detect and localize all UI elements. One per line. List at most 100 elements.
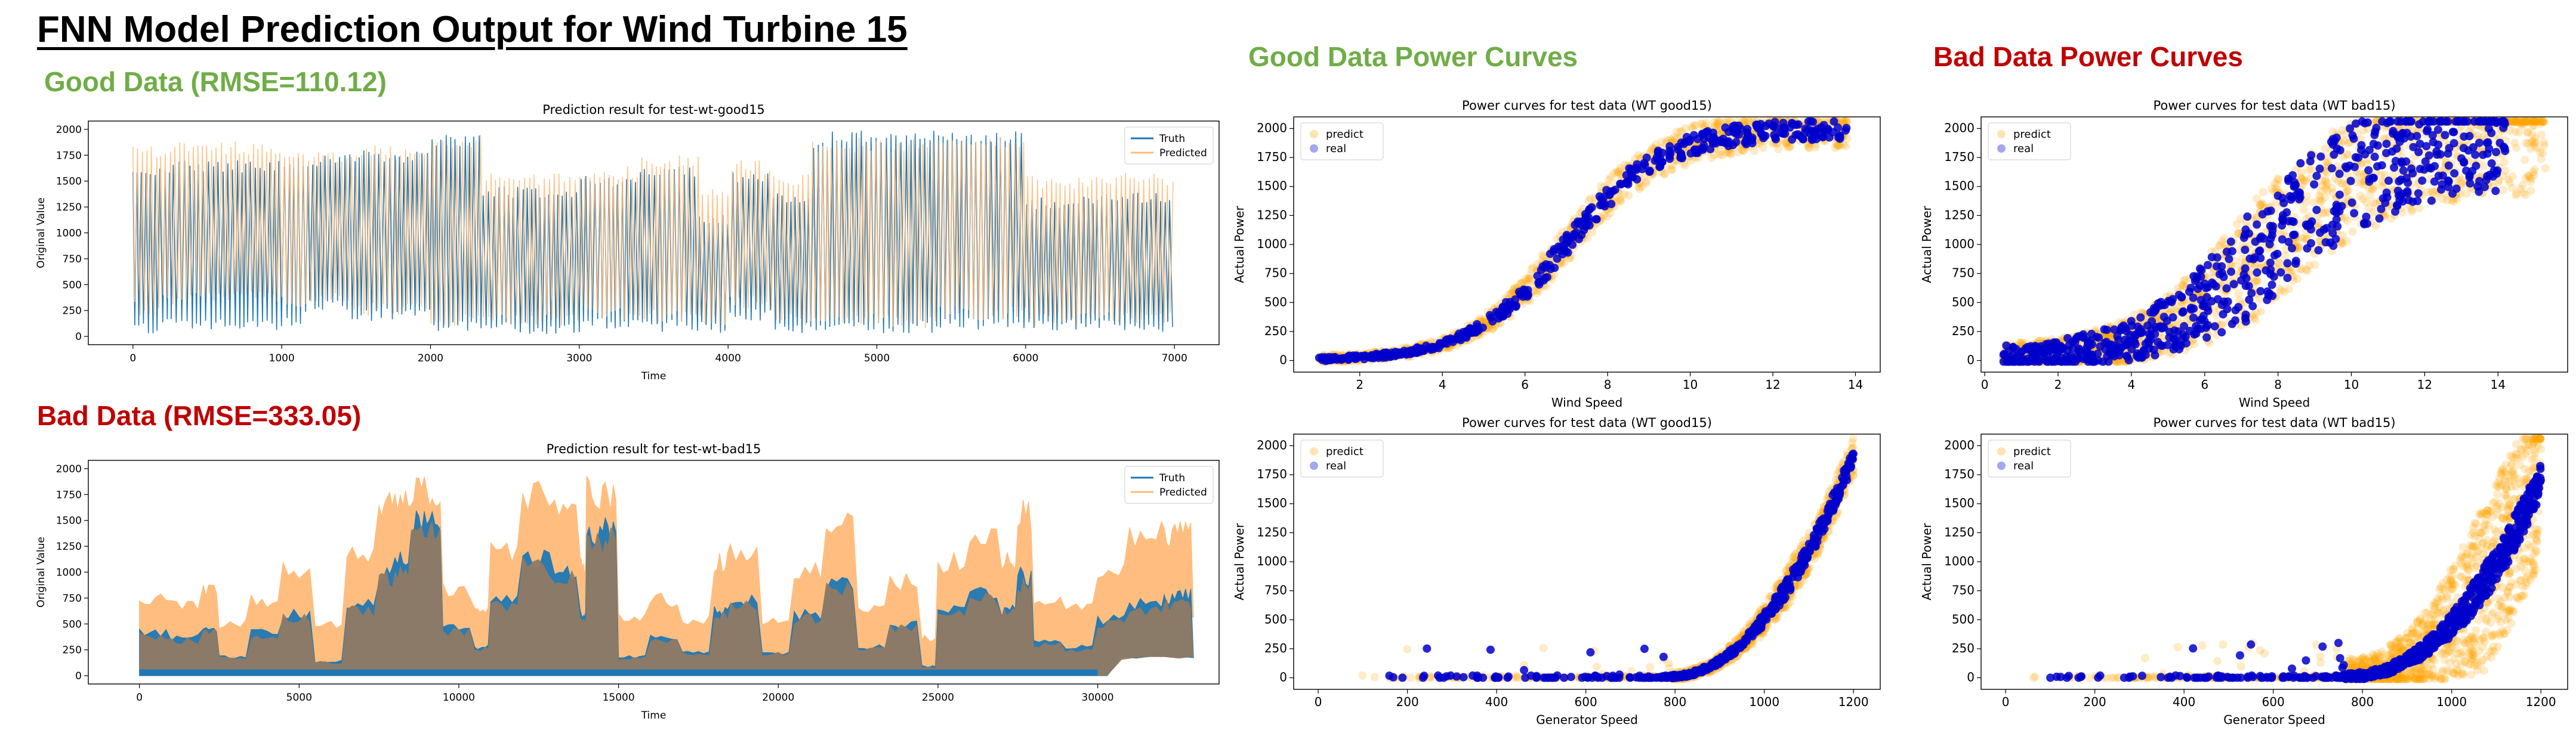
scatter-point xyxy=(2487,159,2496,168)
scatter-point xyxy=(2513,117,2522,126)
scatter-point xyxy=(2393,186,2402,195)
scatter-point xyxy=(2299,205,2308,214)
scatter-point xyxy=(2252,308,2261,317)
scatter-point xyxy=(1707,153,1716,162)
legend-label: Truth xyxy=(1159,472,1185,484)
scatter-point xyxy=(1667,165,1676,174)
scatter-point xyxy=(1605,175,1614,184)
scatter-point xyxy=(2523,117,2532,126)
plot-area xyxy=(139,475,1194,676)
scatter-point xyxy=(2168,313,2177,322)
scatter-point xyxy=(2541,164,2550,173)
scatter-point xyxy=(2174,290,2183,299)
scatter-point xyxy=(2460,157,2469,166)
scatter-point xyxy=(1523,286,1532,295)
scatter-point xyxy=(1518,278,1526,287)
scatter-point xyxy=(2186,283,2195,292)
scatter-point xyxy=(1479,315,1488,324)
scatter-point xyxy=(1831,143,1840,152)
scatter-point xyxy=(1542,273,1551,281)
x-tick-label: 4000 xyxy=(715,352,741,364)
y-tick-label: 2000 xyxy=(1944,120,1975,135)
scatter-point xyxy=(1657,138,1666,147)
scatter-point xyxy=(2220,234,2229,243)
scatter-point xyxy=(2492,117,2501,126)
scatter-point xyxy=(2449,197,2458,206)
scatter-point xyxy=(2114,336,2123,345)
scatter-point xyxy=(1686,156,1695,165)
scatter-point xyxy=(2534,117,2542,126)
scatter-point xyxy=(2294,243,2303,252)
scatter-point xyxy=(1645,168,1654,176)
scatter-point xyxy=(2274,258,2283,267)
scatter-point xyxy=(1339,354,1348,363)
legend-marker xyxy=(1310,144,1318,153)
scatter-point xyxy=(1806,129,1815,138)
scatter-point xyxy=(2383,193,2392,202)
scatter-point xyxy=(2448,128,2457,137)
scatter-point xyxy=(2526,144,2535,153)
scatter-point xyxy=(1539,643,1548,652)
scatter-point xyxy=(2071,357,2080,366)
scatter-point xyxy=(1794,580,1803,589)
y-tick-label: 1750 xyxy=(1257,467,1287,481)
scatter-point xyxy=(1535,280,1544,289)
scatter-point xyxy=(2280,287,2289,296)
x-tick-label: 2 xyxy=(2054,377,2062,392)
scatter-point xyxy=(2087,329,2096,338)
scatter-point xyxy=(1724,148,1733,157)
scatter-point xyxy=(2265,240,2274,249)
scatter-point xyxy=(2227,267,2235,276)
scatter-point xyxy=(1659,652,1668,661)
scatter-point xyxy=(2492,148,2500,156)
scatter-point xyxy=(2130,338,2139,346)
scatter-point xyxy=(2315,164,2324,173)
scatter-point xyxy=(1665,664,1674,673)
scatter-point xyxy=(2529,117,2538,126)
scatter-point xyxy=(1553,254,1562,263)
scatter-point xyxy=(2413,197,2422,205)
scatter-point xyxy=(2532,144,2541,153)
legend-box xyxy=(1988,122,2071,160)
scatter-point xyxy=(2518,117,2526,126)
legend-label: predict xyxy=(1326,128,1363,141)
scatter-point xyxy=(2322,224,2331,233)
scatter-point xyxy=(2464,146,2473,155)
scatter-point xyxy=(1553,235,1562,243)
scatter-point xyxy=(2507,119,2516,128)
plot-area xyxy=(1358,434,1858,683)
y-tick-label: 250 xyxy=(1264,324,1287,338)
scatter-point xyxy=(1804,143,1813,152)
scatter-point xyxy=(2504,175,2513,184)
scatter-point xyxy=(2302,191,2311,200)
plot-area xyxy=(132,131,1174,335)
x-tick-label: 800 xyxy=(1664,695,1686,709)
scatter-point xyxy=(1849,471,1858,480)
scatter-point xyxy=(2321,184,2330,193)
scatter-point xyxy=(2509,117,2518,126)
scatter-point xyxy=(1508,301,1517,309)
scatter-point xyxy=(1834,142,1843,151)
scatter-point xyxy=(2475,138,2484,147)
scatter-point xyxy=(1840,117,1849,126)
scatter-point xyxy=(2443,196,2452,205)
scatter-point xyxy=(2512,191,2520,200)
y-tick-label: 750 xyxy=(1264,266,1287,280)
scatter-point xyxy=(1803,569,1812,578)
scatter-point xyxy=(2508,172,2517,181)
scatter-point xyxy=(2253,268,2262,277)
scatter-point xyxy=(2421,157,2430,166)
scatter-point xyxy=(2512,143,2521,152)
scatter-point xyxy=(2348,227,2357,236)
scatter-point xyxy=(2178,281,2187,290)
chart-title: Power curves for test data (WT good15) xyxy=(1462,98,1712,113)
scatter-point xyxy=(2248,311,2257,320)
scatter-point xyxy=(2328,127,2337,136)
y-tick-label: 250 xyxy=(1264,641,1287,655)
scatter-point xyxy=(2515,119,2523,128)
scatter-point xyxy=(2452,184,2461,193)
scatter-point xyxy=(2179,335,2188,343)
scatter-point xyxy=(2102,326,2111,335)
